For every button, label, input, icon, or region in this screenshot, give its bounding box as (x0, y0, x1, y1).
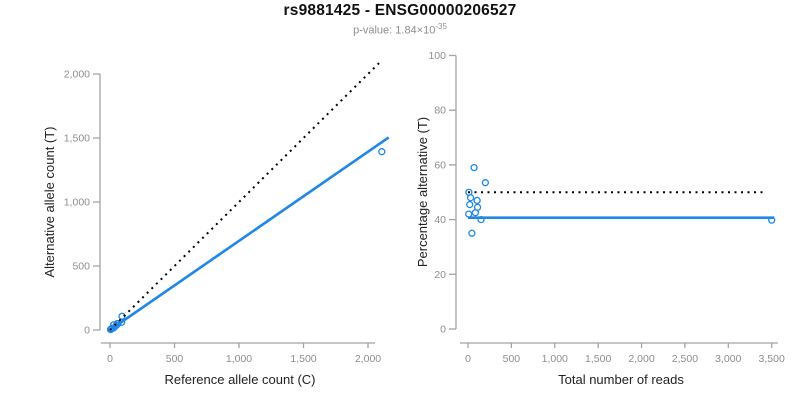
x-tick-label: 1,000 (542, 353, 568, 365)
data-point (117, 318, 126, 326)
y-tick-label: 0 (84, 325, 90, 337)
data-point (466, 194, 475, 202)
data-point (473, 196, 481, 205)
y-tick-label: 20 (434, 269, 446, 281)
allele-counts-panel: 0 500 1,000 1,500 2,000 0 500 1,000 1,500 2,000 Re… (42, 59, 390, 387)
x-tick-label: 2,000 (628, 353, 654, 365)
x-tick-label: 1,500 (290, 353, 316, 365)
fitted-line (109, 136, 390, 332)
y-tick-label: 1,000 (64, 197, 90, 209)
y-axis-title: Alternative allele count (T) (42, 126, 57, 277)
y-tick-label: 40 (434, 214, 446, 226)
x-tick-label: 3,000 (715, 353, 741, 365)
y-tick-label: 2,000 (64, 69, 90, 81)
x-tick-label: 500 (503, 353, 521, 365)
x-tick-label: 0 (465, 353, 471, 365)
y-tick-label: 1,500 (64, 133, 90, 145)
data-point (466, 200, 474, 209)
pvalue-subtitle: p-value: 1.84×10-35 (0, 22, 800, 37)
figure-header: rs9881425 - ENSG00000206527 p-value: 1.8… (0, 2, 800, 37)
y-tick-label: 500 (72, 261, 90, 273)
y-tick-label: 80 (434, 105, 446, 117)
data-point (468, 229, 476, 237)
data-point (470, 163, 478, 172)
y-tick-label: 0 (440, 324, 446, 336)
x-tick-label: 2,000 (355, 353, 381, 365)
x-axis-title: Reference allele count (C) (164, 372, 315, 387)
page-title: rs9881425 - ENSG00000206527 (283, 2, 517, 19)
x-tick-label: 0 (107, 353, 113, 365)
y-axis-title: Percentage alternative (T) (415, 117, 430, 267)
pvalue-text: p-value: 1.84×10 (353, 24, 436, 37)
x-tick-label: 1,500 (585, 353, 611, 365)
data-point (481, 179, 490, 187)
pvalue-exponent: -35 (435, 22, 447, 31)
data-point (471, 209, 480, 217)
x-tick-label: 3,500 (759, 353, 785, 365)
y-tick-label: 60 (434, 159, 446, 171)
x-tick-label: 500 (166, 353, 184, 365)
identity-line (109, 59, 383, 331)
x-axis-title: Total number of reads (558, 372, 684, 387)
data-point (378, 148, 386, 156)
x-tick-label: 1,000 (226, 353, 252, 365)
y-tick-label: 100 (428, 50, 446, 62)
x-tick-label: 2,500 (672, 353, 698, 365)
percentage-alternative-panel: 0 20 40 60 80 100 0 500 1,000 1,500 2,000 2,500 3,00… (415, 50, 785, 387)
data-point (465, 210, 473, 218)
